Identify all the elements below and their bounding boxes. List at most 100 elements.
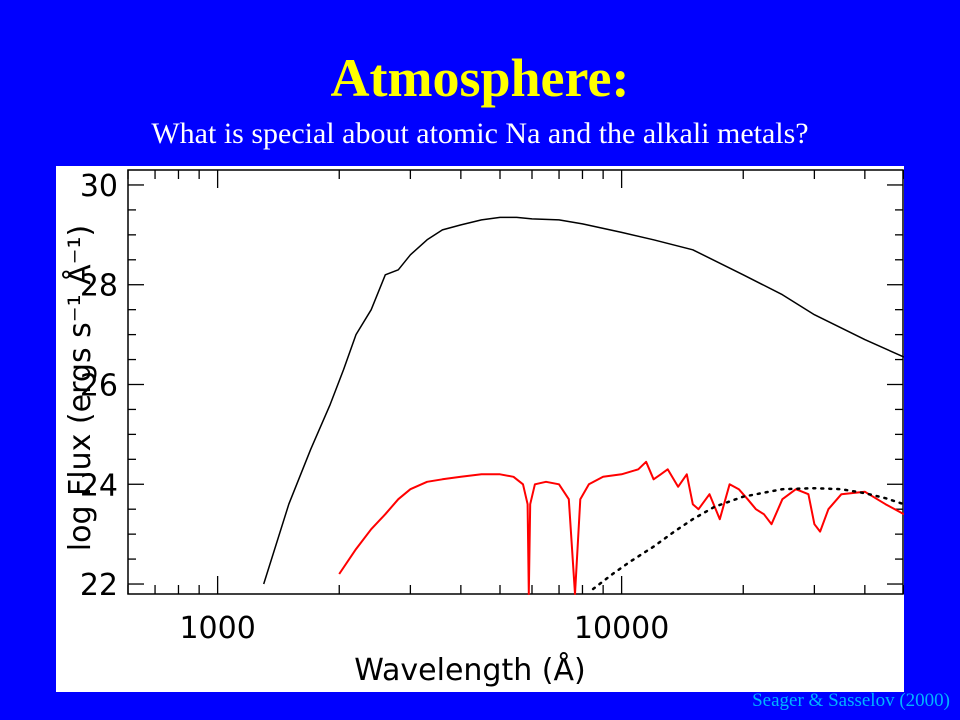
spectrum-figure: 22 24 26 28 30 1000 10000 Wavelength (Å) log F… [56, 166, 904, 692]
data-point [698, 508, 700, 510]
x-tick-label: 10000 [574, 611, 669, 646]
data-point [677, 486, 679, 488]
data-point [568, 498, 570, 500]
data-point [355, 548, 357, 550]
y-tick-label: 28 [80, 269, 118, 304]
data-point [410, 254, 412, 256]
data-point [527, 503, 529, 505]
data-point [426, 481, 428, 483]
data-point [638, 468, 640, 470]
data-point [719, 518, 721, 520]
data-point [579, 498, 581, 500]
data-point [558, 219, 560, 221]
data-point [310, 449, 312, 451]
data-point [460, 476, 462, 478]
data-point [621, 473, 623, 475]
data-point [442, 229, 444, 231]
data-point [667, 468, 669, 470]
data-point [534, 483, 536, 485]
data-point [343, 369, 345, 371]
data-point [481, 219, 483, 221]
data-point [531, 218, 533, 220]
data-point [397, 269, 399, 271]
series-line [338, 460, 904, 595]
data-point [885, 503, 887, 505]
data-point [499, 473, 501, 475]
x-axis-label: Wavelength (Å) [354, 652, 585, 688]
data-point [516, 217, 518, 219]
data-point [729, 483, 731, 485]
data-point [329, 404, 331, 406]
data-point [782, 498, 784, 500]
data-point [771, 523, 773, 525]
data-point [621, 232, 623, 234]
data-point [355, 334, 357, 336]
slide-title: Atmosphere: [330, 48, 630, 108]
data-point [574, 593, 576, 595]
data-point [841, 488, 843, 490]
data-point [714, 506, 716, 508]
series-line [591, 486, 904, 591]
data-point [582, 223, 584, 225]
plot-frame [127, 169, 904, 595]
data-point [692, 503, 694, 505]
data-point [558, 483, 560, 485]
y-tick-label: 26 [80, 368, 118, 403]
data-point [370, 309, 372, 311]
data-point [499, 217, 501, 219]
data-point [782, 294, 784, 296]
data-point [529, 503, 531, 505]
data-point [864, 491, 866, 493]
data-point [738, 488, 740, 490]
data-point [592, 588, 594, 590]
data-point [384, 513, 386, 515]
data-point [814, 523, 816, 525]
data-point [410, 488, 412, 490]
y-tick-label: 22 [80, 568, 118, 603]
data-point [513, 476, 515, 478]
data-point [481, 473, 483, 475]
data-point [692, 518, 694, 520]
data-point [841, 493, 843, 495]
data-point [660, 473, 662, 475]
data-point [808, 493, 810, 495]
y-tick-label: 24 [80, 468, 118, 503]
data-point [370, 528, 372, 530]
data-point [763, 513, 765, 515]
data-point [814, 314, 816, 316]
data-point [426, 239, 428, 241]
data-point [629, 561, 631, 563]
y-axis-label: log Flux (ergs s⁻¹ Å⁻¹) [62, 225, 98, 551]
x-tick-label: 1000 [179, 611, 255, 646]
data-point [588, 483, 590, 485]
series-0 [262, 216, 904, 585]
data-point [460, 224, 462, 226]
data-point [545, 481, 547, 483]
data-point [692, 249, 694, 251]
data-point [782, 488, 784, 490]
data-point [653, 239, 655, 241]
data-point [442, 478, 444, 480]
data-point [864, 492, 866, 494]
slide-subtitle: What is special about atomic Na and the … [151, 117, 809, 150]
spectrum-chart: 22 24 26 28 30 1000 10000 Wavelength (Å) log F… [62, 169, 904, 688]
data-point [645, 461, 647, 463]
data-point [819, 531, 821, 533]
data-point [612, 573, 614, 575]
data-point [709, 493, 711, 495]
data-point [814, 487, 816, 489]
data-point [686, 473, 688, 475]
series-2 [591, 486, 904, 591]
data-point [747, 498, 749, 500]
data-point [885, 497, 887, 499]
series-1 [338, 460, 904, 595]
data-point [673, 531, 675, 533]
data-point [653, 546, 655, 548]
data-point [522, 483, 524, 485]
series-line [262, 216, 904, 585]
data-point [338, 573, 340, 575]
data-point [864, 339, 866, 341]
data-point [384, 274, 386, 276]
data-point [742, 274, 744, 276]
data-point [288, 503, 290, 505]
